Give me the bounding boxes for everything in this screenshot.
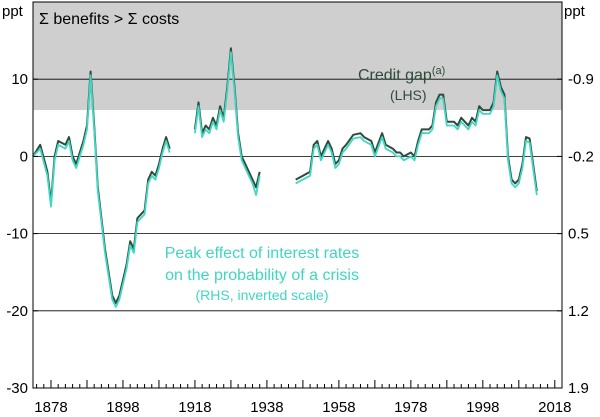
x-tick-label-1918: 1918 <box>178 399 211 416</box>
x-tick-label-1958: 1958 <box>322 399 355 416</box>
series-group <box>32 47 538 308</box>
right-tick-label-1.2: 1.2 <box>568 303 589 320</box>
credit-gap-annotation-text: Credit gap <box>358 67 432 84</box>
interest-effect-annotation-line2: on the probability of a crisis <box>165 267 359 284</box>
x-tick-label-1998: 1998 <box>466 399 499 416</box>
axis-ticks: 10 0 -10 -20 -30 -0.9 -0.2 0.5 1.2 1.9 1878 1898 191… <box>6 71 594 416</box>
credit-gap-annotation: Credit gap(a) <box>358 65 445 84</box>
series-interest-effect-segment-0 <box>32 74 171 308</box>
left-axis-unit: ppt <box>2 3 24 20</box>
left-tick-label--20: -20 <box>6 303 28 320</box>
right-axis-unit: ppt <box>564 3 586 20</box>
series-interest-effect-segment-2 <box>295 74 538 196</box>
interest-effect-axis-note: (RHS, inverted scale) <box>195 287 328 303</box>
credit-gap-axis-note: (LHS) <box>390 87 427 103</box>
left-tick-label--10: -10 <box>6 226 28 243</box>
x-tick-label-2018: 2018 <box>538 399 571 416</box>
right-tick-label-1.9: 1.9 <box>568 380 589 397</box>
left-tick-label-10: 10 <box>11 71 28 88</box>
shaded-region-benefits-exceed-costs <box>33 2 562 111</box>
left-tick-label--30: -30 <box>6 380 28 397</box>
gridlines <box>33 78 562 312</box>
x-tick-label-1978: 1978 <box>394 399 427 416</box>
right-tick-label-0.5: 0.5 <box>568 226 589 243</box>
shaded-region-label: Σ benefits > Σ costs <box>39 11 179 28</box>
x-tick-label-1938: 1938 <box>250 399 283 416</box>
left-tick-label-0: 0 <box>20 148 28 165</box>
x-tick-label-1878: 1878 <box>34 399 67 416</box>
right-tick-label--0.9: -0.9 <box>568 71 594 88</box>
interest-effect-annotation-line1: Peak effect of interest rates <box>165 245 359 262</box>
plot-frame <box>32 1 563 389</box>
series-interest-effect-segment-1 <box>194 51 261 196</box>
credit-gap-annotation-superscript: (a) <box>432 65 445 77</box>
x-tick-label-1898: 1898 <box>106 399 139 416</box>
right-tick-label--0.2: -0.2 <box>568 148 594 165</box>
